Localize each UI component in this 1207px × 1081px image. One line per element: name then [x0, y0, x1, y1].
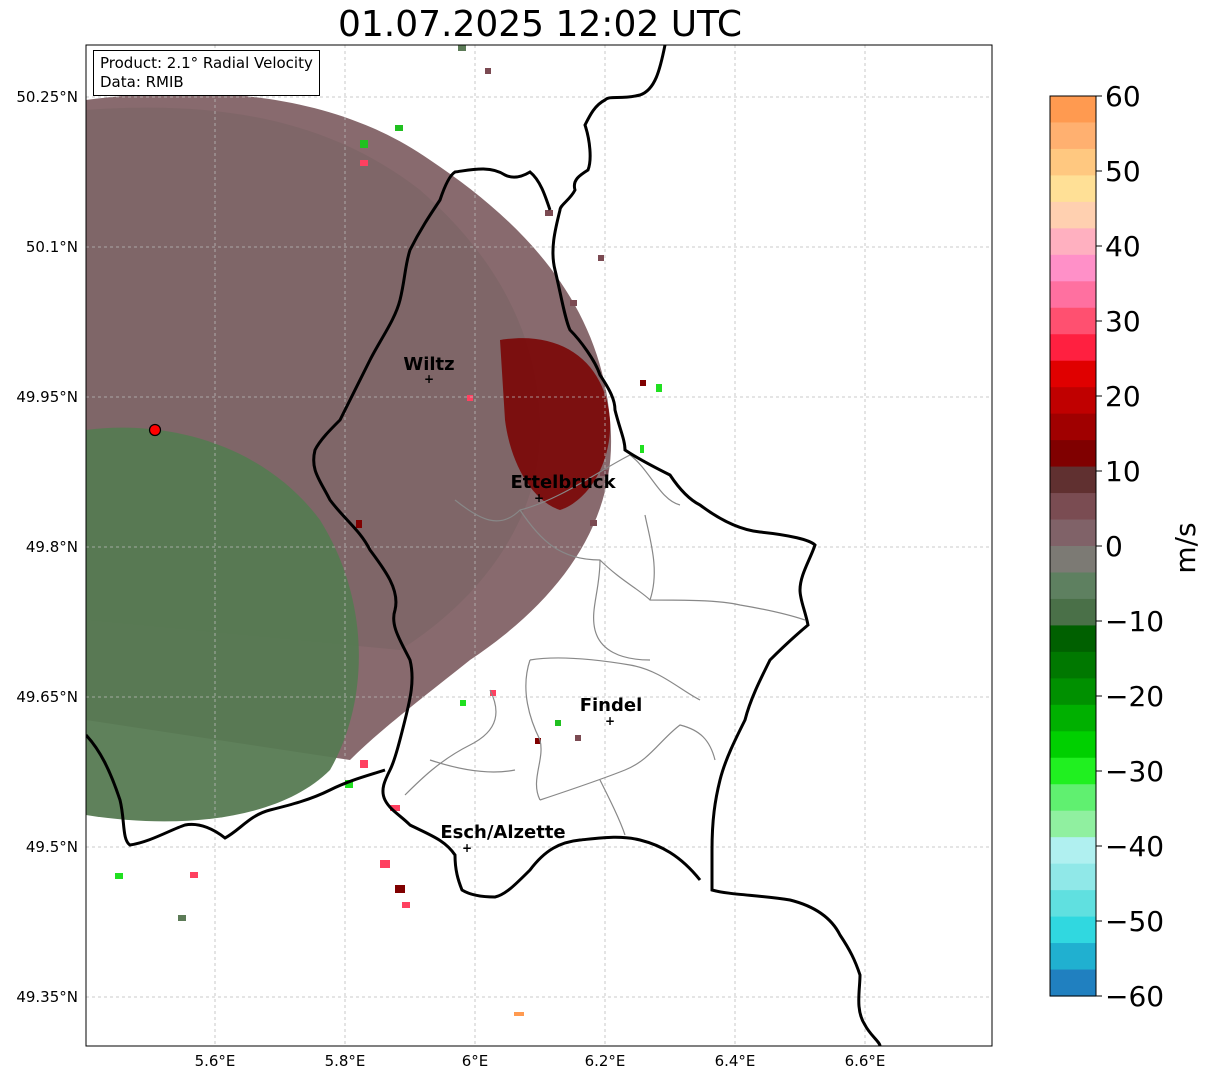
plot-frame — [85, 44, 993, 1047]
gridlines — [86, 45, 992, 1046]
colorbar-tick: 30 — [1105, 305, 1141, 338]
city-findel: Findel + — [580, 695, 643, 728]
colorbar-tick: −20 — [1105, 680, 1164, 713]
colorbar-segment — [1050, 519, 1096, 547]
colorbar-segment — [1050, 413, 1096, 441]
city-esch-alzette: Esch/Alzette + — [440, 822, 565, 855]
luxembourg-border-west — [312, 167, 702, 899]
canton-boundaries — [404, 454, 806, 836]
lat-tick: 49.95°N — [16, 388, 78, 406]
lon-tick: 6.4°E — [715, 1052, 756, 1070]
city-label: Ettelbruck — [510, 472, 616, 493]
lat-tick: 49.65°N — [16, 688, 78, 706]
lat-tick: 49.35°N — [16, 988, 78, 1006]
lon-tick: 5.6°E — [195, 1052, 236, 1070]
lat-tick: 50.25°N — [16, 88, 78, 106]
colorbar-segment — [1050, 96, 1096, 124]
city-label: Wiltz — [403, 354, 454, 375]
city-wiltz: Wiltz + — [403, 354, 454, 386]
product-info-box: Product: 2.1° Radial Velocity Data: RMIB — [93, 50, 320, 96]
colorbar-tick: −10 — [1105, 605, 1164, 638]
colorbar-tickmarks — [1096, 95, 1102, 997]
lat-tick: 49.8°N — [26, 538, 78, 556]
colorbar-segment — [1050, 757, 1096, 785]
luxembourg-border — [551, 45, 882, 1046]
colorbar-segment — [1050, 731, 1096, 759]
colorbar-segment — [1050, 307, 1096, 335]
colorbar-segment — [1050, 572, 1096, 600]
colorbar-ticks: 60 50 40 30 20 10 0 −10 −20 −30 −40 −50 … — [1105, 80, 1164, 1013]
data-source-text: Data: RMIB — [100, 73, 184, 91]
lat-tick: 49.5°N — [26, 838, 78, 856]
lon-tick: 6.2°E — [585, 1052, 626, 1070]
colorbar-segment — [1050, 201, 1096, 229]
colorbar-segment — [1050, 122, 1096, 150]
colorbar-segment — [1050, 837, 1096, 865]
colorbar-tick: 40 — [1105, 230, 1141, 263]
colorbar-tick: −60 — [1105, 980, 1164, 1013]
product-text: Product: 2.1° Radial Velocity — [100, 54, 313, 72]
colorbar-segment — [1050, 254, 1096, 282]
colorbar-label: m/s — [1169, 522, 1202, 573]
colorbar-segment — [1050, 651, 1096, 679]
city-cross: + — [534, 491, 544, 505]
colorbar-tick: 10 — [1105, 455, 1141, 488]
colorbar-segment — [1050, 360, 1096, 388]
city-cross: + — [462, 841, 472, 855]
lon-tick: 6.6°E — [845, 1052, 886, 1070]
colorbar-segment — [1050, 784, 1096, 812]
city-cross: + — [424, 372, 434, 386]
colorbar-tick: 20 — [1105, 380, 1141, 413]
lon-tick: 6°E — [462, 1052, 489, 1070]
colorbar-tick: 50 — [1105, 155, 1141, 188]
city-label: Findel — [580, 695, 643, 716]
colorbar-segment — [1050, 440, 1096, 468]
lat-axis: 50.25°N 50.1°N 49.95°N 49.8°N 49.65°N 49… — [16, 88, 78, 1006]
colorbar-segment — [1050, 704, 1096, 732]
colorbar-segment — [1050, 863, 1096, 891]
plot-area: Wiltz + Ettelbruck + Findel + Esch/Alzet… — [86, 45, 992, 1046]
colorbar-tick: −30 — [1105, 755, 1164, 788]
colorbar-tick: 0 — [1105, 530, 1123, 563]
colorbar-segment — [1050, 334, 1096, 362]
colorbar-segment — [1050, 810, 1096, 838]
colorbar-segment — [1050, 969, 1096, 997]
radar-echo-field — [86, 45, 662, 1016]
colorbar-tick: −50 — [1105, 905, 1164, 938]
lat-tick: 50.1°N — [26, 238, 78, 256]
border-southwest — [86, 733, 386, 847]
colorbar-segment — [1050, 943, 1096, 971]
colorbar-segment — [1050, 228, 1096, 256]
map-title: 01.07.2025 12:02 UTC — [337, 4, 743, 45]
colorbar-segment — [1050, 175, 1096, 203]
colorbar-segment — [1050, 546, 1096, 574]
colorbar-segment — [1050, 625, 1096, 653]
colorbar-tick: −40 — [1105, 830, 1164, 863]
lon-axis: 5.6°E 5.8°E 6°E 6.2°E 6.4°E 6.6°E — [195, 1052, 886, 1070]
colorbar — [1050, 96, 1096, 997]
colorbar-segment — [1050, 387, 1096, 415]
radar-site-marker — [148, 423, 162, 437]
scattered-echoes — [115, 45, 662, 1016]
colorbar-segment — [1050, 281, 1096, 309]
colorbar-segment — [1050, 148, 1096, 177]
colorbar-segment — [1050, 493, 1096, 521]
colorbar-segment — [1050, 598, 1096, 627]
city-ettelbruck: Ettelbruck + — [510, 472, 616, 505]
city-label: Esch/Alzette — [440, 822, 565, 843]
colorbar-tick: 60 — [1105, 80, 1141, 113]
colorbar-segment — [1050, 916, 1096, 944]
colorbar-segment — [1050, 890, 1096, 918]
lon-tick: 5.8°E — [325, 1052, 366, 1070]
city-cross: + — [605, 714, 615, 728]
colorbar-segment — [1050, 466, 1096, 494]
colorbar-segment — [1050, 678, 1096, 706]
